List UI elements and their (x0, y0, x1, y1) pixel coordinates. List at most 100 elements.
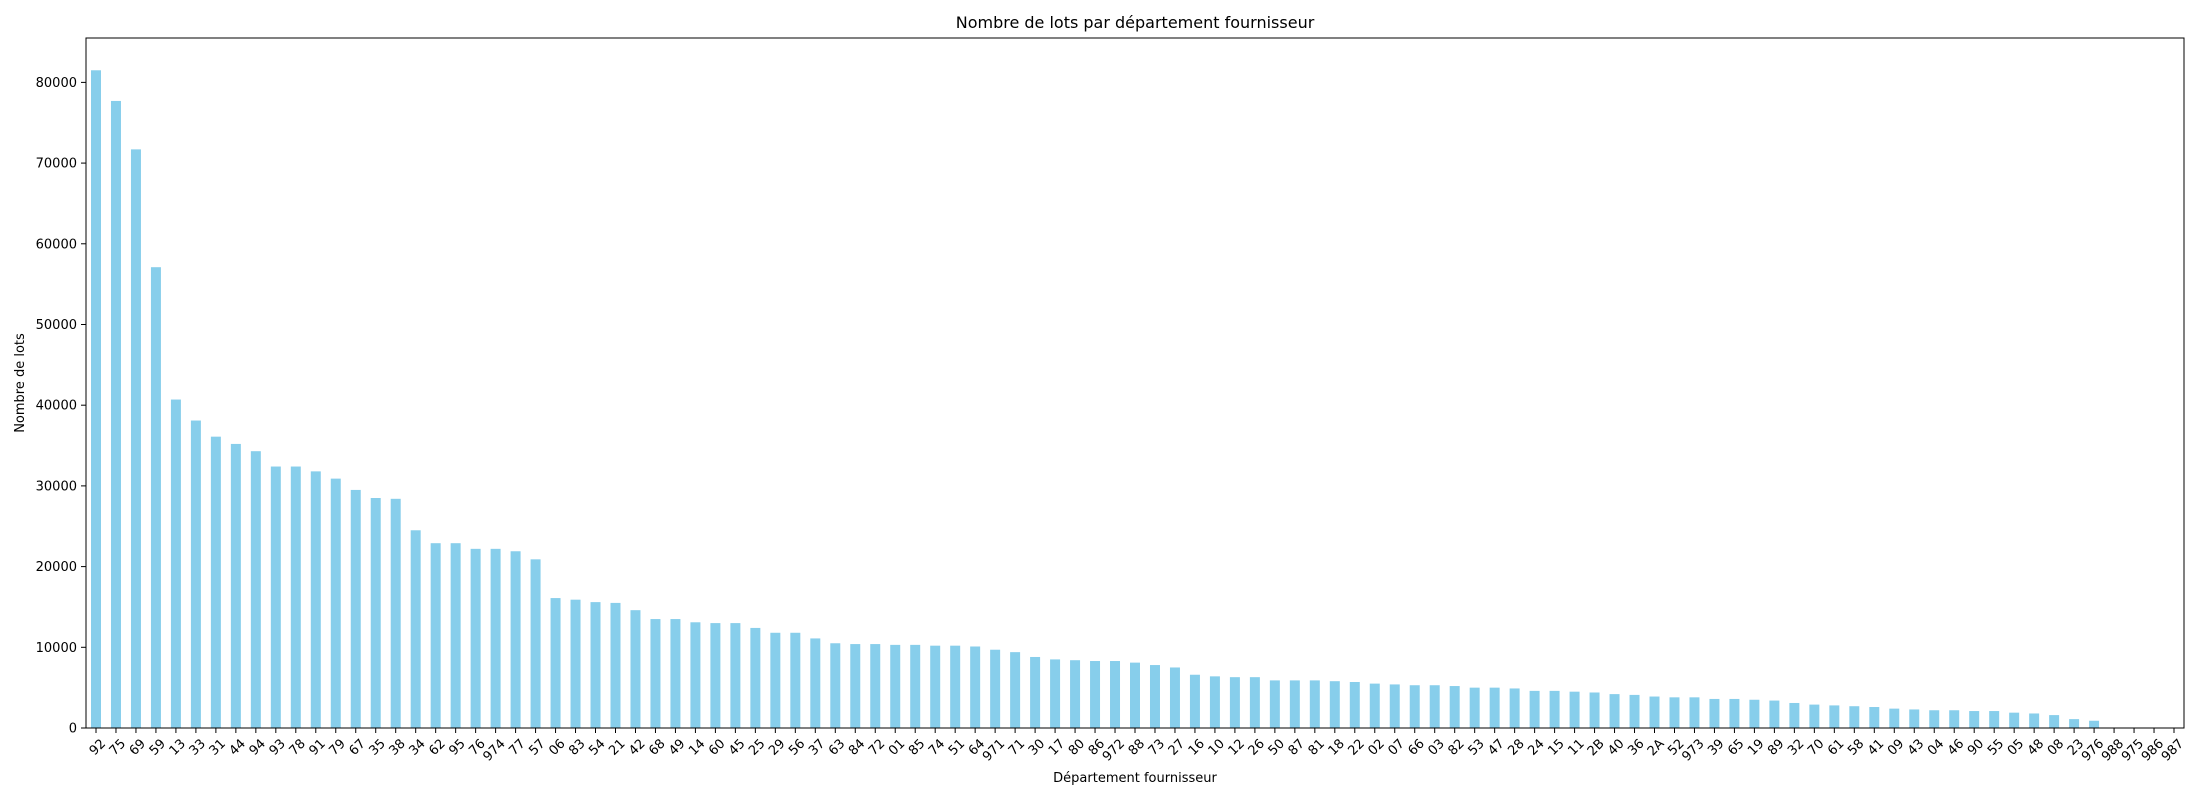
x-tick-label: 66 (1405, 736, 1427, 758)
x-tick-label: 83 (566, 736, 588, 758)
x-tick-label: 82 (1445, 736, 1467, 758)
bar-91 (310, 471, 321, 728)
x-tick-label: 19 (1745, 736, 1767, 758)
x-tick-label: 04 (1925, 736, 1947, 758)
bar-11 (1569, 691, 1580, 728)
bar-49 (670, 619, 681, 728)
bar-81 (1309, 680, 1320, 728)
bar-52 (1669, 697, 1680, 728)
bar-973 (1689, 697, 1700, 728)
bar-95 (450, 543, 461, 728)
x-tick-label: 10 (1206, 736, 1228, 758)
x-tick-label: 72 (866, 736, 888, 758)
bar-19 (1749, 699, 1760, 728)
x-tick-label: 987 (2159, 736, 2187, 764)
bar-976 (2089, 720, 2100, 728)
bar-23 (2069, 719, 2080, 728)
bar-89 (1769, 700, 1780, 728)
bar-77 (510, 551, 521, 728)
bar-83 (570, 599, 581, 728)
bar-73 (1149, 665, 1160, 728)
x-tick-label: 36 (1625, 736, 1647, 758)
x-tick-label: 47 (1485, 736, 1507, 758)
x-tick-label: 71 (1006, 736, 1028, 758)
bar-42 (630, 610, 641, 728)
bar-41 (1869, 707, 1880, 728)
x-axis-label: Département fournisseur (1053, 771, 1217, 786)
y-tick-label: 10000 (36, 641, 77, 656)
x-tick-label: 56 (786, 736, 808, 758)
bar-13 (170, 399, 181, 728)
bar-86 (1090, 661, 1101, 728)
x-tick-label: 49 (666, 736, 688, 758)
x-tick-label: 77 (506, 736, 528, 758)
x-tick-label: 44 (227, 736, 249, 758)
bar-27 (1169, 667, 1180, 728)
bar-04 (1929, 710, 1940, 728)
bar-55 (1989, 711, 2000, 728)
x-tick-label: 05 (2005, 736, 2027, 758)
x-tick-label: 89 (1765, 736, 1787, 758)
x-tick-label: 73 (1146, 736, 1168, 758)
bar-94 (250, 451, 261, 728)
x-tick-label: 74 (926, 736, 948, 758)
x-tick-label: 69 (127, 736, 149, 758)
x-tick-label: 06 (546, 736, 568, 758)
bar-44 (230, 443, 241, 728)
y-tick-label: 0 (69, 722, 77, 737)
bar-63 (830, 643, 841, 728)
bar-68 (650, 619, 661, 728)
bars-group (91, 70, 2100, 728)
x-tick-label: 39 (1705, 736, 1727, 758)
bar-57 (530, 559, 541, 728)
y-axis-ticks: 0 10000 20000 30000 40000 50000 60000 70000 8000… (36, 76, 86, 737)
x-tick-label: 45 (726, 736, 748, 758)
x-tick-label: 16 (1186, 736, 1208, 758)
bar-38 (390, 498, 401, 728)
bar-45 (730, 623, 741, 728)
x-tick-label: 31 (207, 736, 229, 758)
x-tick-label: 03 (1425, 736, 1447, 758)
x-tick-label: 59 (147, 736, 169, 758)
bar-15 (1549, 690, 1560, 728)
bar-06 (550, 598, 561, 728)
bar-09 (1889, 708, 1900, 728)
bar-36 (1629, 694, 1640, 728)
x-tick-label: 25 (746, 736, 768, 758)
bar-64 (970, 646, 981, 728)
x-tick-label: 88 (1126, 736, 1148, 758)
bar-53 (1469, 687, 1480, 728)
x-tick-label: 79 (327, 736, 349, 758)
bar-48 (2029, 713, 2040, 728)
bar-10 (1209, 676, 1220, 728)
x-tick-label: 61 (1825, 736, 1847, 758)
bar-65 (1729, 698, 1740, 728)
bar-25 (750, 627, 761, 728)
bar-59 (150, 267, 161, 728)
x-tick-label: 70 (1805, 736, 1827, 758)
bar-84 (850, 644, 861, 728)
y-tick-label: 30000 (36, 479, 77, 494)
bar-61 (1829, 705, 1840, 728)
x-tick-label: 34 (406, 736, 428, 758)
bar-93 (270, 466, 281, 728)
bar-43 (1909, 709, 1920, 728)
bar-03 (1429, 685, 1440, 728)
x-tick-label: 17 (1046, 736, 1068, 758)
bar-24 (1529, 690, 1540, 728)
bar-60 (710, 623, 721, 728)
x-tick-label: 84 (846, 736, 868, 758)
bar-30 (1030, 656, 1041, 728)
x-tick-label: 94 (247, 736, 269, 758)
x-tick-label: 85 (906, 736, 928, 758)
bar-28 (1509, 688, 1520, 728)
x-tick-label: 09 (1885, 736, 1907, 758)
bar-39 (1709, 698, 1720, 728)
x-tick-label: 43 (1905, 736, 1927, 758)
bar-71 (1010, 652, 1021, 728)
bar-54 (590, 602, 601, 728)
bar-76 (470, 548, 481, 728)
x-tick-label: 75 (107, 736, 129, 758)
bar-50 (1269, 680, 1280, 728)
